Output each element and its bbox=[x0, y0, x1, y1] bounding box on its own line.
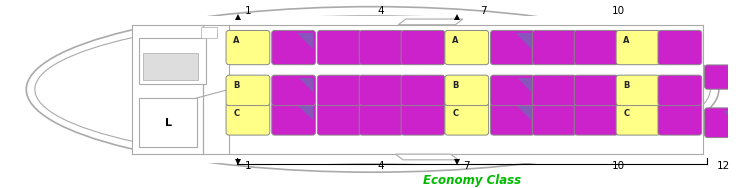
FancyBboxPatch shape bbox=[226, 75, 270, 106]
Text: 12: 12 bbox=[717, 161, 731, 171]
Bar bbox=[132, 16, 703, 163]
FancyBboxPatch shape bbox=[359, 30, 403, 65]
Text: Economy Class: Economy Class bbox=[423, 174, 521, 187]
Text: 4: 4 bbox=[378, 161, 385, 171]
FancyBboxPatch shape bbox=[574, 75, 618, 106]
Text: B: B bbox=[233, 81, 240, 90]
Polygon shape bbox=[515, 33, 531, 49]
Ellipse shape bbox=[35, 16, 710, 163]
FancyBboxPatch shape bbox=[272, 103, 315, 135]
FancyBboxPatch shape bbox=[491, 30, 534, 65]
Bar bbox=[143, 53, 199, 80]
FancyBboxPatch shape bbox=[445, 30, 489, 65]
Text: 7: 7 bbox=[480, 6, 487, 16]
Polygon shape bbox=[297, 33, 313, 49]
Ellipse shape bbox=[26, 7, 719, 172]
FancyBboxPatch shape bbox=[704, 65, 739, 89]
FancyBboxPatch shape bbox=[658, 30, 701, 65]
Bar bbox=[140, 98, 196, 147]
FancyBboxPatch shape bbox=[574, 103, 618, 135]
FancyBboxPatch shape bbox=[491, 103, 534, 135]
Text: 1: 1 bbox=[244, 161, 251, 171]
Bar bbox=[140, 38, 206, 84]
Text: 1: 1 bbox=[244, 6, 251, 16]
Text: 10: 10 bbox=[612, 161, 624, 171]
Text: C: C bbox=[452, 109, 459, 118]
Bar bbox=[202, 27, 217, 38]
FancyBboxPatch shape bbox=[616, 103, 660, 135]
Polygon shape bbox=[299, 78, 313, 92]
Text: B: B bbox=[624, 81, 630, 90]
Polygon shape bbox=[298, 106, 313, 120]
FancyBboxPatch shape bbox=[272, 30, 315, 65]
FancyBboxPatch shape bbox=[445, 75, 489, 106]
FancyBboxPatch shape bbox=[226, 30, 270, 65]
FancyBboxPatch shape bbox=[445, 103, 489, 135]
Polygon shape bbox=[517, 106, 531, 120]
FancyBboxPatch shape bbox=[616, 75, 660, 106]
FancyBboxPatch shape bbox=[226, 103, 270, 135]
Text: 10: 10 bbox=[612, 6, 624, 16]
FancyBboxPatch shape bbox=[317, 30, 361, 65]
FancyBboxPatch shape bbox=[533, 30, 576, 65]
FancyBboxPatch shape bbox=[359, 75, 403, 106]
FancyBboxPatch shape bbox=[401, 103, 445, 135]
Text: A: A bbox=[233, 36, 240, 45]
FancyBboxPatch shape bbox=[574, 30, 618, 65]
FancyBboxPatch shape bbox=[401, 75, 445, 106]
FancyBboxPatch shape bbox=[317, 75, 361, 106]
Polygon shape bbox=[398, 19, 463, 25]
FancyBboxPatch shape bbox=[317, 103, 361, 135]
Text: 7: 7 bbox=[463, 161, 470, 171]
FancyBboxPatch shape bbox=[491, 75, 534, 106]
Text: 4: 4 bbox=[378, 6, 385, 16]
FancyBboxPatch shape bbox=[533, 75, 576, 106]
FancyBboxPatch shape bbox=[704, 108, 739, 138]
FancyBboxPatch shape bbox=[658, 103, 701, 135]
FancyBboxPatch shape bbox=[658, 75, 701, 106]
FancyBboxPatch shape bbox=[533, 103, 576, 135]
Text: L: L bbox=[164, 118, 172, 128]
Text: C: C bbox=[624, 109, 630, 118]
FancyBboxPatch shape bbox=[272, 75, 315, 106]
Polygon shape bbox=[723, 111, 736, 124]
Polygon shape bbox=[726, 68, 736, 78]
FancyBboxPatch shape bbox=[401, 30, 445, 65]
Polygon shape bbox=[518, 78, 531, 92]
FancyBboxPatch shape bbox=[616, 30, 660, 65]
Text: A: A bbox=[623, 36, 630, 45]
Text: B: B bbox=[452, 81, 459, 90]
Polygon shape bbox=[395, 154, 458, 160]
FancyBboxPatch shape bbox=[359, 103, 403, 135]
Text: C: C bbox=[234, 109, 240, 118]
Text: A: A bbox=[452, 36, 459, 45]
